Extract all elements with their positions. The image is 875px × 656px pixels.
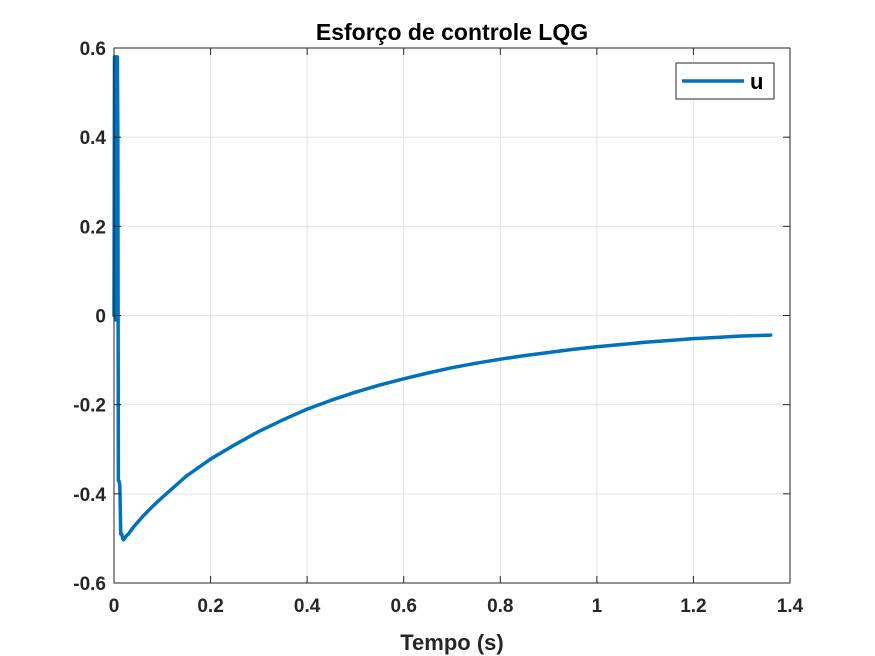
y-tick-label: 0.6 xyxy=(80,39,106,60)
x-tick-label: 0.6 xyxy=(391,596,417,617)
x-ticks: 0 0.2 0.4 0.6 0.8 1 1.2 1.4 xyxy=(109,48,804,617)
x-tick-label: 1.4 xyxy=(777,596,804,617)
y-ticks: -0.6 -0.4 -0.2 0 0.2 0.4 0.6 xyxy=(73,39,790,595)
y-tick-label: 0 xyxy=(95,307,106,328)
y-tick-label: 0.2 xyxy=(80,217,106,238)
y-tick-label: -0.2 xyxy=(73,396,106,417)
series-line-u xyxy=(112,55,773,542)
x-tick-label: 0 xyxy=(109,596,120,617)
x-tick-label: 1.2 xyxy=(680,596,706,617)
y-tick-label: -0.6 xyxy=(73,574,106,595)
x-axis-label: Tempo (s) xyxy=(400,630,503,655)
x-tick-label: 0.8 xyxy=(487,596,513,617)
y-tick-label: -0.4 xyxy=(73,485,106,506)
y-tick-label: 0.4 xyxy=(80,128,107,149)
series-layer xyxy=(112,55,773,542)
legend[interactable]: u xyxy=(675,62,775,100)
x-tick-label: 0.4 xyxy=(294,596,321,617)
chart-title: Esforço de controle LQG xyxy=(316,19,588,45)
x-tick-label: 0.2 xyxy=(197,596,223,617)
legend-label-u: u xyxy=(750,69,763,94)
x-tick-label: 1 xyxy=(592,596,603,617)
